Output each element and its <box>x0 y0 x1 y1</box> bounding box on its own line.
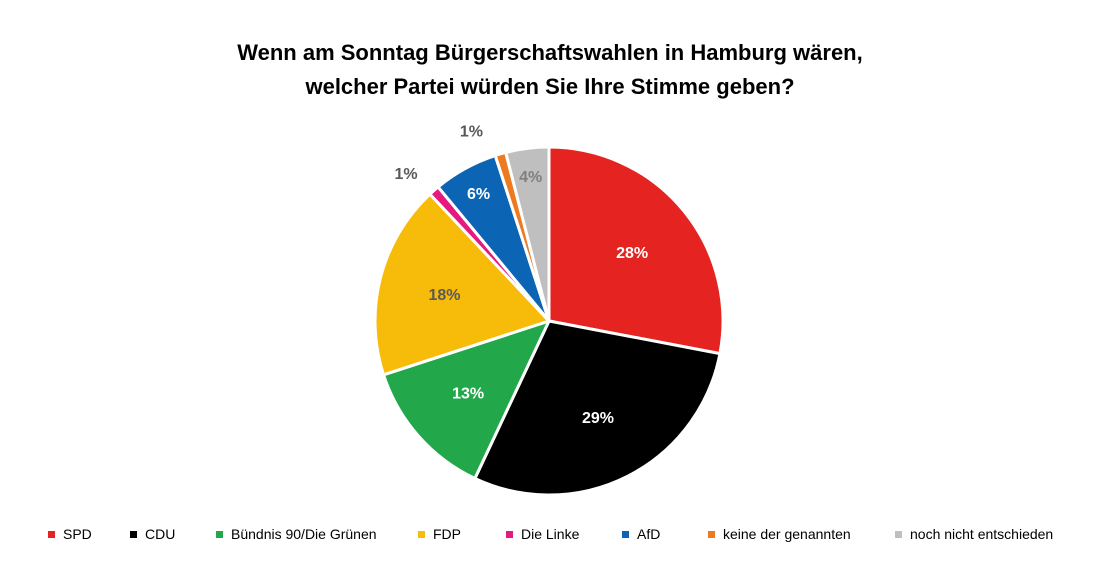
pie-slice-spd <box>547 145 725 356</box>
data-label-noch-nicht-entschieden: 4% <box>519 169 542 186</box>
data-label-b-ndnis-90-die-gr-nen: 13% <box>452 385 484 402</box>
legend-label: noch nicht entschieden <box>910 526 1054 542</box>
legend-swatch <box>708 530 715 538</box>
data-label-die-linke: 1% <box>394 166 417 183</box>
legend-label: FDP <box>433 526 461 542</box>
data-label-keine-der-genannten: 1% <box>460 124 483 141</box>
chart-title-line-2: welcher Partei würden Sie Ihre Stimme ge… <box>305 74 795 99</box>
legend-item-b-ndnis-90-die-gr-nen: Bündnis 90/Die Grünen <box>216 526 377 542</box>
legend-label: Bündnis 90/Die Grünen <box>231 526 377 542</box>
legend-swatch <box>895 530 902 538</box>
legend-swatch <box>216 530 223 538</box>
legend-swatch <box>418 530 425 538</box>
pie-slice-cdu <box>473 319 722 497</box>
legend-swatch <box>48 530 55 538</box>
chart-legend: SPD CDU Bündnis 90/Die Grünen FDP Die Linke A… <box>0 520 1100 550</box>
pie-slice-fdp <box>373 192 551 377</box>
legend-label: SPD <box>63 526 92 542</box>
legend-swatch <box>506 530 513 538</box>
legend-item-afd: AfD <box>622 526 660 542</box>
legend-item-cdu: CDU <box>130 526 175 542</box>
legend-item-fdp: FDP <box>418 526 461 542</box>
data-label-cdu: 29% <box>582 410 614 427</box>
pie-slice-noch-nicht-entschieden <box>504 145 551 323</box>
chart-title-line-1: Wenn am Sonntag Bürgerschaftswahlen in H… <box>237 40 863 65</box>
legend-label: keine der genannten <box>723 526 851 542</box>
legend-item-spd: SPD <box>48 526 92 542</box>
data-label-afd: 6% <box>467 186 490 203</box>
legend-item-die-linke: Die Linke <box>506 526 579 542</box>
pie-slice-b-ndnis-90-die-gr-nen <box>382 319 551 480</box>
legend-swatch <box>622 530 629 538</box>
chart-title: Wenn am Sonntag Bürgerschaftswahlen in H… <box>0 36 1100 104</box>
legend-label: Die Linke <box>521 526 580 542</box>
data-label-fdp: 18% <box>428 287 460 304</box>
legend-item-noch-nicht-entschieden: noch nicht entschieden <box>895 526 1053 542</box>
data-label-spd: 28% <box>616 245 648 262</box>
legend-swatch <box>130 530 137 538</box>
legend-label: AfD <box>637 526 661 542</box>
legend-item-keine-der-genannten: keine der genannten <box>708 526 851 542</box>
legend-label: CDU <box>145 526 176 542</box>
